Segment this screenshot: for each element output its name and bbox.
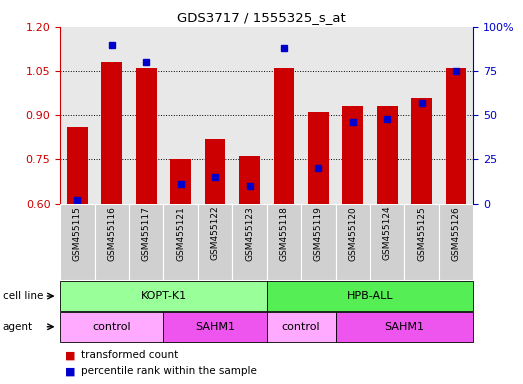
Text: GSM455118: GSM455118: [279, 206, 289, 261]
Bar: [377, 106, 397, 204]
Bar: [370, 204, 404, 280]
Bar: [60, 204, 95, 280]
Text: control: control: [282, 322, 321, 332]
Text: GSM455117: GSM455117: [142, 206, 151, 261]
Bar: [411, 98, 432, 204]
Bar: [129, 204, 163, 280]
Bar: [308, 112, 329, 204]
Text: GSM455123: GSM455123: [245, 206, 254, 261]
Text: GSM455122: GSM455122: [211, 206, 220, 260]
Bar: [274, 68, 294, 204]
Bar: [336, 204, 370, 280]
Bar: [198, 204, 232, 280]
Text: ■: ■: [65, 366, 76, 376]
Text: SAHM1: SAHM1: [384, 322, 425, 332]
Text: GSM455124: GSM455124: [383, 206, 392, 260]
Text: agent: agent: [3, 322, 33, 332]
Bar: [343, 106, 363, 204]
Text: GSM455125: GSM455125: [417, 206, 426, 261]
Text: GSM455126: GSM455126: [451, 206, 461, 261]
Text: HPB-ALL: HPB-ALL: [347, 291, 393, 301]
Text: KOPT-K1: KOPT-K1: [140, 291, 187, 301]
Bar: [446, 68, 467, 204]
Text: transformed count: transformed count: [81, 350, 178, 360]
Text: GSM455121: GSM455121: [176, 206, 185, 261]
Bar: [67, 127, 88, 204]
Text: GSM455116: GSM455116: [107, 206, 116, 261]
Text: ■: ■: [65, 350, 76, 360]
Text: SAHM1: SAHM1: [195, 322, 235, 332]
Text: cell line: cell line: [3, 291, 43, 301]
Text: GDS3717 / 1555325_s_at: GDS3717 / 1555325_s_at: [177, 12, 346, 25]
Bar: [95, 204, 129, 280]
Bar: [267, 204, 301, 280]
Bar: [404, 204, 439, 280]
Bar: [101, 62, 122, 204]
Text: GSM455120: GSM455120: [348, 206, 357, 261]
Text: control: control: [93, 322, 131, 332]
Bar: [205, 139, 225, 204]
Bar: [232, 204, 267, 280]
Bar: [136, 68, 156, 204]
Text: GSM455119: GSM455119: [314, 206, 323, 261]
Bar: [170, 159, 191, 204]
Bar: [301, 204, 336, 280]
Bar: [163, 204, 198, 280]
Text: GSM455115: GSM455115: [73, 206, 82, 261]
Bar: [439, 204, 473, 280]
Bar: [239, 156, 260, 204]
Text: percentile rank within the sample: percentile rank within the sample: [81, 366, 257, 376]
